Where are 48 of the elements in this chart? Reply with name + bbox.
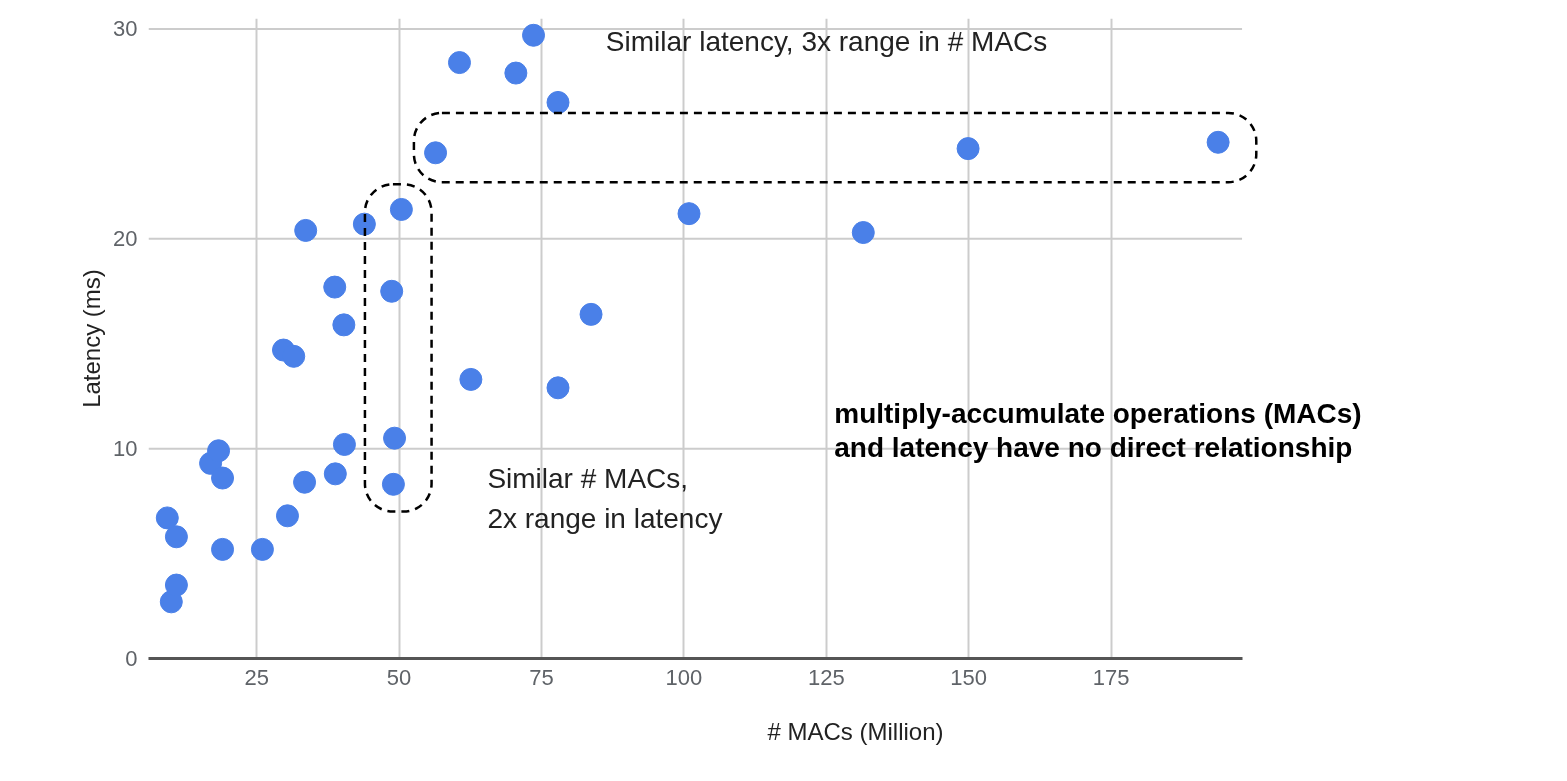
- point: [294, 218, 318, 242]
- y-tick-label: 0: [125, 646, 138, 671]
- y-tick-label: 20: [113, 226, 138, 252]
- point: [579, 302, 603, 326]
- point: [546, 90, 570, 114]
- point: [546, 376, 570, 400]
- point: [282, 344, 306, 368]
- x-axis-title: # MACs (Million): [767, 717, 944, 745]
- point: [504, 61, 528, 85]
- point: [164, 573, 188, 597]
- point: [155, 506, 179, 530]
- point: [332, 313, 356, 337]
- point: [332, 432, 356, 456]
- point: [211, 537, 235, 561]
- y-tick-label: 30: [113, 16, 138, 42]
- point: [207, 439, 231, 463]
- x-tick-label: 25: [244, 664, 269, 690]
- x-tick-label: 175: [1092, 664, 1130, 690]
- annotation: multiply-accumulate operations (MACs) and latency have no direct relationship: [834, 398, 1362, 464]
- point: [275, 504, 299, 528]
- x-tick-label: 100: [665, 664, 703, 690]
- point: [459, 367, 483, 391]
- x-tick-label: 150: [950, 664, 988, 690]
- point: [851, 221, 875, 245]
- point: [677, 202, 701, 226]
- y-tick-label: 10: [113, 436, 138, 462]
- point: [389, 197, 413, 221]
- y-axis-title: Latency (ms): [78, 269, 106, 408]
- point: [164, 525, 188, 549]
- point: [447, 51, 471, 75]
- point: [250, 537, 274, 561]
- x-tick-label: 75: [529, 664, 554, 690]
- point: [381, 472, 405, 496]
- x-tick-label: 125: [807, 664, 845, 690]
- x-tick-label: 50: [386, 664, 412, 690]
- point: [424, 141, 448, 165]
- point: [211, 466, 235, 490]
- annotation: Similar latency, 3x range in # MACs: [605, 26, 1048, 58]
- annotation: Similar # MACs, 2x range in latency: [487, 463, 723, 535]
- point: [293, 470, 317, 494]
- point: [323, 275, 347, 299]
- point: [522, 23, 546, 47]
- point: [380, 279, 404, 303]
- point: [383, 426, 407, 450]
- point: [1206, 130, 1230, 154]
- point: [323, 462, 347, 486]
- point: [352, 212, 376, 236]
- point: [956, 137, 980, 161]
